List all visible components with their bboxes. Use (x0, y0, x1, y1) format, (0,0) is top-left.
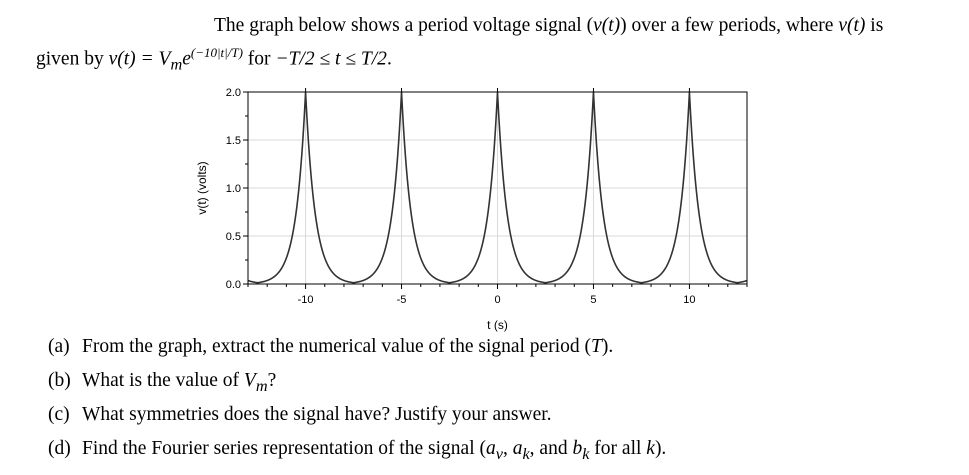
intro-text: ) over a few periods, where (620, 15, 839, 36)
math-symbol: b (572, 438, 583, 459)
voltage-signal-chart: -10 -5 0 5 10 0.0 0.5 1.0 1.5 2.0 t (s) v(t) (vol… (195, 87, 748, 332)
math-symbol: k (646, 438, 655, 459)
question-text: Find the Fourier series representation o… (82, 438, 486, 459)
question-text: ). (654, 438, 667, 459)
math-symbol: a (485, 438, 496, 459)
math-v-of-t: v(t) (838, 15, 866, 36)
math-exp-base: e (182, 48, 191, 70)
intro-text: . (386, 48, 392, 70)
math-symbol: V (243, 370, 256, 391)
math-range: −T/2 ≤ t ≤ T/2 (275, 48, 387, 70)
intro-text: The graph below shows a period voltage s… (214, 15, 594, 36)
y-axis-label: v(t) (volts) (195, 161, 209, 214)
question-text: , (502, 438, 513, 459)
math-equation: v(t) = V (108, 48, 171, 70)
math-subscript: m (170, 55, 183, 74)
intro-text: is (865, 15, 884, 36)
question-item: (b) What is the value of Vm? (48, 370, 276, 396)
math-v-of-t: v(t) (593, 15, 621, 36)
math-symbol: k (582, 444, 590, 463)
math-symbol: m (255, 376, 268, 395)
y-tick-label: 0.0 (226, 279, 241, 291)
question-item: (d) Find the Fourier series representatio… (48, 438, 666, 464)
question-text: What symmetries does the signal have? Ju… (82, 404, 552, 425)
question-text: for all (589, 438, 647, 459)
math-symbol: k (522, 444, 530, 463)
question-item: (c) What symmetries does the signal have?… (48, 404, 552, 426)
question-label: (b) (48, 370, 71, 391)
question-text: , and (529, 438, 573, 459)
question-text: ). (601, 336, 614, 357)
question-label: (c) (48, 404, 70, 425)
problem-statement: The graph below shows a period voltage s… (36, 12, 961, 78)
question-text: From the graph, extract the numerical va… (82, 336, 591, 357)
intro-line-1: The graph below shows a period voltage s… (36, 12, 961, 39)
y-tick-label: 1.5 (226, 135, 241, 147)
y-tick-label: 0.5 (226, 231, 241, 243)
question-item: (a) From the graph, extract the numerical… (48, 336, 613, 358)
intro-text: given by (36, 48, 109, 70)
x-tick-label: 10 (683, 294, 695, 306)
math-symbol: T (591, 336, 602, 357)
question-text: What is the value of (82, 370, 244, 391)
x-tick-label: 5 (590, 294, 596, 306)
x-tick-label: -5 (397, 294, 407, 306)
x-tick-label: 0 (494, 294, 500, 306)
math-exponent: (−10|t|/T) (190, 45, 243, 60)
chart-grid (248, 91, 747, 285)
x-tick-label: -10 (298, 294, 314, 306)
x-axis-label: t (s) (487, 318, 508, 332)
y-tick-label: 2.0 (226, 87, 241, 99)
question-label: (a) (48, 336, 70, 357)
intro-line-2: given by v(t) = Vme(−10|t|/T) for −T/2 ≤… (36, 39, 961, 78)
question-label: (d) (48, 438, 71, 459)
y-tick-label: 1.0 (226, 183, 241, 195)
chart-ticks: -10 -5 0 5 10 0.0 0.5 1.0 1.5 2.0 (226, 87, 748, 306)
math-symbol: v (495, 444, 503, 463)
question-text: ? (267, 370, 277, 391)
math-symbol: a (512, 438, 523, 459)
intro-text: for (242, 48, 276, 70)
